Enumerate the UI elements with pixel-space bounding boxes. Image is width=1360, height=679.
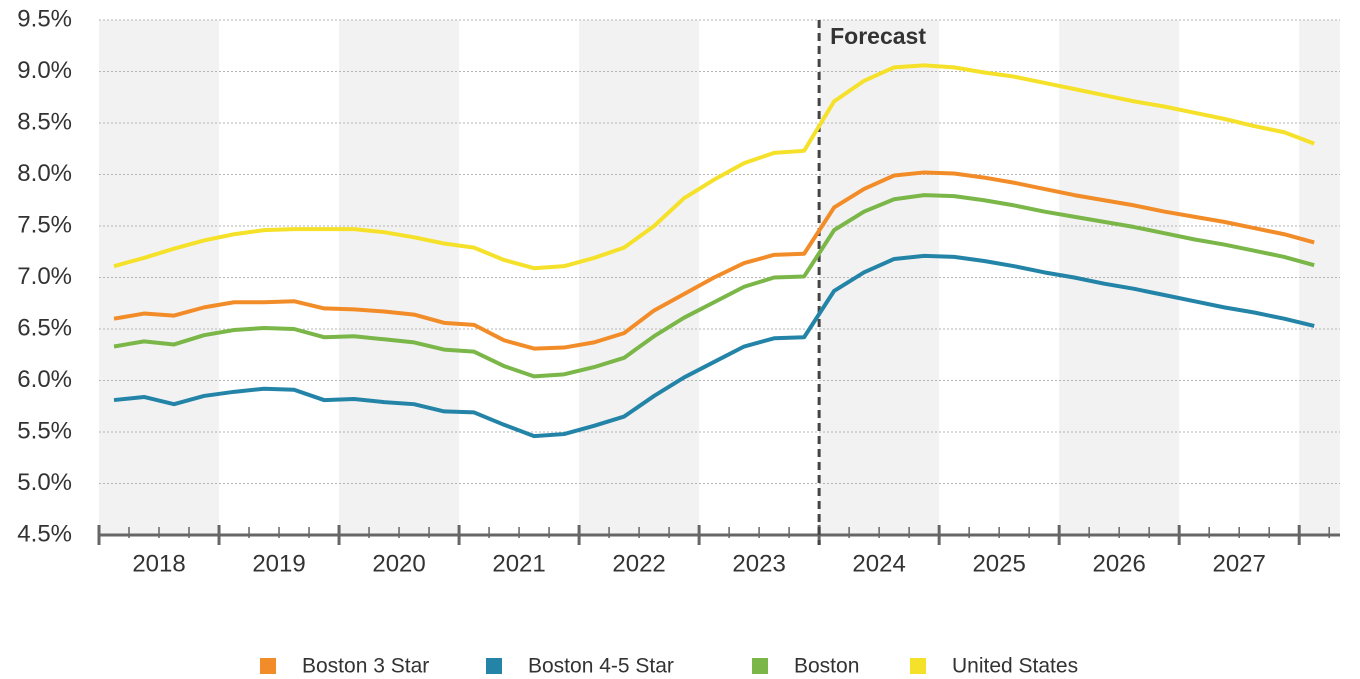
y-tick-label: 6.0% [17, 366, 72, 393]
x-tick-label: 2019 [252, 550, 305, 577]
y-tick-label: 9.0% [17, 57, 72, 84]
y-tick-label: 9.5% [17, 5, 72, 32]
y-tick-label: 6.5% [17, 314, 72, 341]
legend-label: Boston 3 Star [302, 655, 429, 678]
legend-label: Boston [794, 655, 859, 678]
x-tick-label: 2018 [132, 550, 185, 577]
legend-swatch [486, 658, 502, 674]
x-tick-label: 2023 [732, 550, 785, 577]
series-line [113, 193, 1315, 379]
y-tick-label: 8.0% [17, 160, 72, 187]
y-tick-label: 5.5% [17, 417, 72, 444]
y-tick-label: 7.0% [17, 263, 72, 290]
x-tick-label: 2026 [1092, 550, 1145, 577]
x-tick-label: 2027 [1212, 550, 1265, 577]
series-line [113, 170, 1315, 351]
y-tick-label: 7.5% [17, 211, 72, 238]
y-tick-label: 5.0% [17, 469, 72, 496]
legend-swatch [752, 658, 768, 674]
x-tick-label: 2021 [492, 550, 545, 577]
series-line [113, 63, 1315, 271]
forecast-label: Forecast [830, 23, 926, 49]
legend-label: United States [952, 655, 1078, 678]
series-line [113, 253, 1315, 439]
y-tick-label: 4.5% [17, 520, 72, 547]
x-tick-label: 2022 [612, 550, 665, 577]
x-tick-label: 2025 [972, 550, 1025, 577]
x-tick-label: 2024 [852, 550, 905, 577]
legend-label: Boston 4-5 Star [528, 655, 674, 678]
x-tick-label: 2020 [372, 550, 425, 577]
legend-swatch [910, 658, 926, 674]
legend-swatch [260, 658, 276, 674]
y-tick-label: 8.5% [17, 108, 72, 135]
